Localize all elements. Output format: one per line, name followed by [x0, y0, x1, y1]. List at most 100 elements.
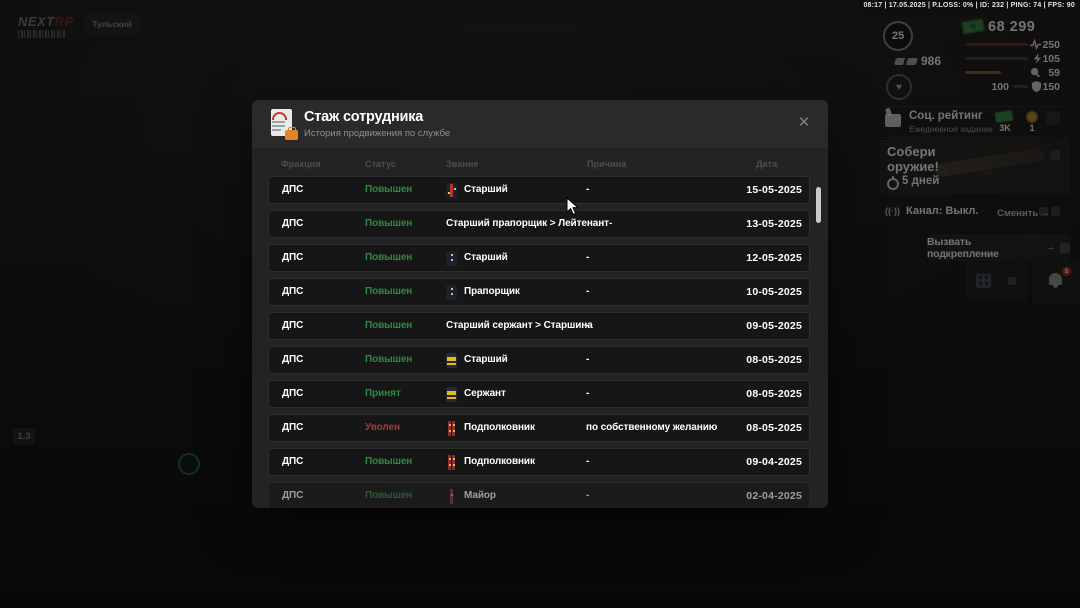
table-header: Фракция Статус Звание Причина Дата [252, 156, 828, 174]
row-rank: Старший прапорщик > Лейтенант- [446, 218, 613, 229]
row-date: 12-05-2025 [746, 252, 802, 264]
document-red-arc [272, 112, 287, 120]
row-status: Повышен [365, 320, 413, 331]
row-date: 10-05-2025 [746, 286, 802, 298]
row-status: Повышен [365, 490, 413, 501]
table-row[interactable]: ДПС Повышен Старший - 08-05-2025 [268, 346, 810, 374]
rank-icon [446, 420, 457, 436]
modal-header: Стаж сотрудника История продвижения по с… [252, 100, 828, 148]
row-date: 15-05-2025 [746, 184, 802, 196]
row-reason: по собственному желанию [586, 422, 718, 433]
modal-body: Фракция Статус Звание Причина Дата ДПС П… [252, 148, 828, 508]
rank-icon [446, 182, 457, 198]
row-status: Повышен [365, 252, 413, 263]
row-reason: - [586, 490, 590, 501]
row-status: Повышен [365, 456, 413, 467]
table-row[interactable]: ДПС Повышен Майор - 02-04-2025 [268, 482, 810, 508]
scrollbar-thumb[interactable] [816, 187, 821, 223]
row-rank-cell: Подполковник [446, 449, 535, 475]
row-faction: ДПС [282, 388, 304, 399]
row-status: Повышен [365, 218, 413, 229]
table-row[interactable]: ДПС Повышен Старший сержант > Старшина -… [268, 312, 810, 340]
row-faction: ДПС [282, 490, 304, 501]
row-rank-cell: Старший сержант > Старшина [446, 313, 593, 339]
briefcase-icon [285, 127, 298, 140]
row-rank: Старший [464, 354, 508, 365]
row-date: 08-05-2025 [746, 422, 802, 434]
row-reason: - [586, 354, 590, 365]
row-rank-cell: Прапорщик [446, 279, 520, 305]
row-status: Принят [365, 388, 401, 399]
row-rank: Старший [464, 184, 508, 195]
column-status: Статус [365, 159, 396, 169]
row-faction: ДПС [282, 252, 304, 263]
row-date: 09-05-2025 [746, 320, 802, 332]
modal-title: Стаж сотрудника [304, 109, 424, 125]
row-faction: ДПС [282, 354, 304, 365]
row-rank-cell: Сержант [446, 381, 506, 407]
row-reason: - [586, 456, 590, 467]
modal-subtitle: История продвижения по службе [304, 128, 451, 139]
resume-document-icon [268, 109, 298, 140]
history-rows: ДПС Повышен Старший - 15-05-2025 ДПС Пов… [252, 176, 828, 508]
document-line [272, 125, 285, 127]
row-faction: ДПС [282, 218, 304, 229]
row-faction: ДПС [282, 286, 304, 297]
row-rank-cell: Старший [446, 177, 508, 203]
document-line [272, 129, 281, 131]
table-row[interactable]: ДПС Повышен Подполковник - 09-04-2025 [268, 448, 810, 476]
row-date: 08-05-2025 [746, 354, 802, 366]
rank-icon [446, 284, 457, 300]
row-faction: ДПС [282, 456, 304, 467]
row-rank-cell: Подполковник [446, 415, 535, 441]
close-icon[interactable]: ✕ [797, 114, 811, 131]
row-rank-cell: Старший [446, 347, 508, 373]
row-date: 13-05-2025 [746, 218, 802, 230]
row-date: 08-05-2025 [746, 388, 802, 400]
table-row[interactable]: ДПС Уволен Подполковник по собственному … [268, 414, 810, 442]
table-row[interactable]: ДПС Повышен Старший - 12-05-2025 [268, 244, 810, 272]
table-row[interactable]: ДПС Повышен Прапорщик - 10-05-2025 [268, 278, 810, 306]
rank-icon [446, 454, 457, 470]
column-date: Дата [756, 159, 778, 169]
table-row[interactable]: ДПС Повышен Старший прапорщик > Лейтенан… [268, 210, 810, 238]
row-rank: Старший сержант > Старшина [446, 320, 593, 331]
row-rank: Майор [464, 490, 496, 501]
rank-icon [446, 488, 457, 504]
row-reason: - [586, 286, 590, 297]
row-faction: ДПС [282, 320, 304, 331]
row-rank: Сержант [464, 388, 506, 399]
row-status: Повышен [365, 354, 413, 365]
row-status: Повышен [365, 286, 413, 297]
row-date: 09-04-2025 [746, 456, 802, 468]
row-rank: Подполковник [464, 456, 535, 467]
row-rank: Подполковник [464, 422, 535, 433]
row-rank: Старший [464, 252, 508, 263]
status-bar: 08:17 | 17.05.2025 | P.LOSS: 0% | ID: 23… [858, 0, 1080, 11]
column-faction: Фракция [281, 159, 321, 169]
row-status: Уволен [365, 422, 400, 433]
row-reason: - [586, 320, 590, 331]
rank-icon [446, 250, 457, 266]
row-status: Повышен [365, 184, 413, 195]
rank-icon [446, 352, 457, 368]
table-row[interactable]: ДПС Повышен Старший - 15-05-2025 [268, 176, 810, 204]
row-faction: ДПС [282, 184, 304, 195]
rank-icon [446, 386, 457, 402]
row-reason: - [586, 184, 590, 195]
row-reason: - [586, 388, 590, 399]
row-rank-cell: Старший [446, 245, 508, 271]
column-rank: Звание [446, 159, 479, 169]
row-reason: - [586, 252, 590, 263]
row-faction: ДПС [282, 422, 304, 433]
row-rank: Прапорщик [464, 286, 520, 297]
row-date: 02-04-2025 [746, 490, 802, 502]
row-rank-cell: Майор [446, 483, 496, 508]
seniority-modal: Стаж сотрудника История продвижения по с… [252, 100, 828, 508]
table-row[interactable]: ДПС Принят Сержант - 08-05-2025 [268, 380, 810, 408]
column-reason: Причина [587, 159, 627, 169]
mouse-cursor [566, 197, 580, 216]
row-rank-cell: Старший прапорщик > Лейтенант- [446, 211, 612, 237]
document-line [272, 121, 285, 123]
